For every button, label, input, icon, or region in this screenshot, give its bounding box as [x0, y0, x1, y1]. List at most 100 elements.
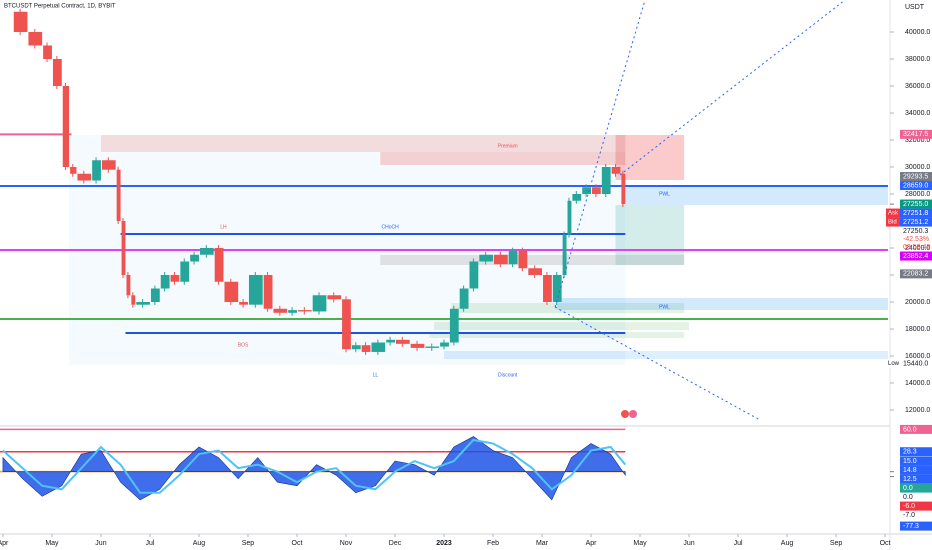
price-tag-bg: [900, 424, 932, 434]
x-tick-label: Dec: [389, 540, 402, 547]
candle: [263, 274, 273, 309]
price-tag-bg: [900, 251, 932, 261]
annotation: LH: [220, 224, 227, 230]
candle: [28, 31, 43, 46]
zone: [429, 332, 685, 339]
candle: [361, 345, 371, 352]
candle: [611, 166, 621, 174]
zone: [380, 255, 685, 266]
price-tag-line: -42.53%: [903, 236, 929, 243]
price-tag-label: 27250.3: [903, 228, 928, 235]
price-tag-label: 14.8: [903, 467, 917, 474]
price-tag-bg: [900, 521, 932, 531]
x-tick-label: Aug: [781, 540, 794, 547]
candle: [248, 274, 263, 305]
annotation: LL: [373, 372, 379, 378]
annotation: PWL: [659, 191, 670, 197]
price-tag-label: 0.0: [903, 485, 913, 492]
candle: [214, 247, 224, 282]
candle: [62, 85, 70, 167]
candle: [410, 343, 425, 348]
currency: USDT: [905, 4, 925, 11]
price-tag-prefix: Bid: [888, 220, 897, 226]
candle: [160, 274, 170, 289]
y-tick-label: 20000.0: [905, 299, 930, 306]
x-tick-label: Mar: [536, 540, 549, 547]
price-tag-label: 23852.4: [903, 253, 928, 260]
x-tick-label: Jul: [145, 540, 154, 547]
candle: [562, 234, 567, 275]
candle: [582, 187, 592, 194]
candle: [440, 342, 449, 347]
price-tag-label: 28659.0: [903, 182, 928, 189]
candle: [327, 295, 342, 300]
price-tag-bg: [900, 181, 932, 191]
candle: [494, 254, 508, 265]
price-tag-bg: [900, 269, 932, 279]
candle: [621, 173, 626, 205]
annotation: BOS: [238, 342, 249, 348]
candle: [371, 342, 386, 352]
price-tag-bg: [900, 172, 932, 182]
y-tick-label: 40000.0: [905, 29, 930, 36]
candle: [239, 301, 248, 305]
candle: [395, 339, 410, 344]
y-tick-label: 38000.0: [905, 56, 930, 63]
x-tick-label: Jul: [734, 540, 743, 547]
x-tick-label: Sep: [242, 540, 255, 547]
candle: [190, 254, 199, 262]
candle: [131, 295, 136, 305]
candle: [518, 250, 528, 269]
zone: [434, 322, 690, 331]
annotation: CHoCH: [381, 224, 399, 230]
y-tick-label: 24000.0: [905, 245, 930, 252]
candle: [386, 339, 395, 343]
price-tag-label: -77.3: [903, 523, 919, 530]
candle: [528, 268, 543, 275]
price-tag-prefix-bg: [886, 208, 900, 218]
candle: [199, 247, 214, 255]
x-tick-label: Jun: [683, 540, 694, 547]
candle: [552, 274, 562, 302]
price-tag-bg: [900, 217, 932, 227]
candle: [288, 310, 297, 313]
symbol-title: BTCUSDT Perpetual Contract, 1D, BYBIT: [4, 4, 116, 10]
zone: [380, 151, 626, 165]
candle: [170, 274, 180, 282]
projection-line: [554, 306, 761, 421]
candle: [116, 169, 121, 221]
zone: [625, 185, 888, 206]
x-tick-label: May: [633, 540, 647, 547]
candle: [508, 250, 518, 265]
zone: [444, 351, 888, 360]
candle: [351, 345, 361, 350]
x-tick-label: Aug: [193, 540, 206, 547]
x-tick-label: Jun: [95, 540, 106, 547]
price-tag-bg: [900, 447, 932, 457]
y-tick-label: 36000.0: [905, 83, 930, 90]
candle: [479, 254, 494, 262]
price-tag-bg: [900, 129, 932, 139]
price-tag-prefix: Ask: [888, 211, 899, 217]
icon[interactable]: [621, 410, 629, 418]
candle: [70, 166, 77, 174]
price-tag-line: 03:53:42: [903, 244, 930, 251]
y-tick-label: 14000.0: [905, 380, 930, 387]
x-tick-label: May: [45, 540, 59, 547]
candle: [92, 160, 101, 181]
zone: [100, 135, 626, 152]
x-tick-label: Apr: [0, 540, 9, 547]
y-tick-label: 28000.0: [905, 191, 930, 198]
price-tag-prefix-bg: [886, 217, 900, 227]
price-tag-label: 60.0: [903, 426, 917, 433]
zone: [615, 205, 685, 266]
candle: [150, 288, 160, 302]
candle: [297, 310, 312, 312]
y-tick-label: 16000.0: [905, 353, 930, 360]
x-tick-label: Sep: [830, 540, 843, 547]
candle: [601, 166, 611, 194]
zone: [556, 298, 888, 311]
icon[interactable]: [629, 410, 637, 418]
x-tick-label: Feb: [487, 540, 499, 547]
